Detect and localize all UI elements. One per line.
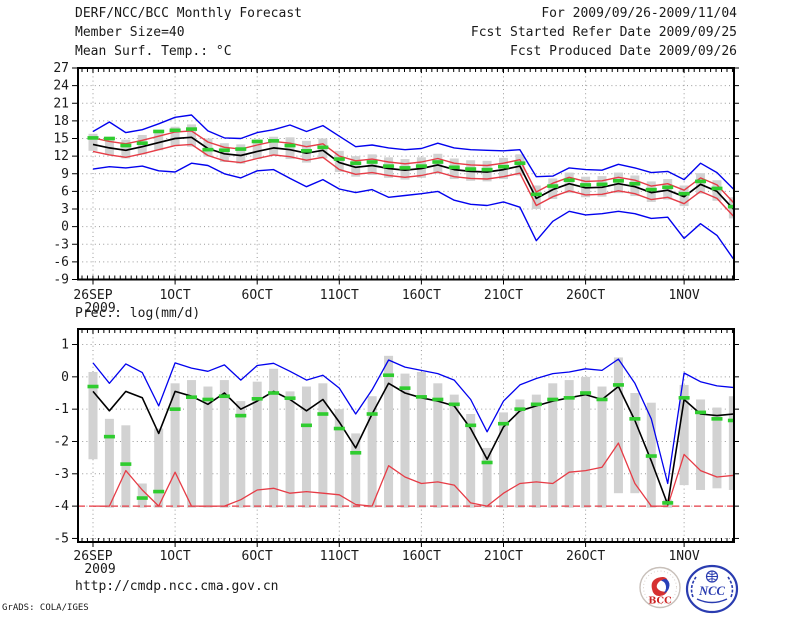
x-tick-label: 1NOV <box>668 288 699 303</box>
ncc-logo-globe-grid <box>706 571 718 582</box>
x-tick-label: 1NOV <box>668 549 699 564</box>
bcc-logo-text: BCC <box>648 596 672 607</box>
x-tick-label: 11OCT <box>320 288 359 303</box>
y-tick-label: -5 <box>53 531 69 546</box>
ensemble-min-blue <box>92 162 733 260</box>
y-tick-label: 24 <box>53 79 69 94</box>
axis-ticks <box>72 67 739 285</box>
ncc-logo: NCC <box>685 564 739 614</box>
ncc-logo-banner <box>696 598 728 604</box>
lower-quartile-red <box>92 143 733 217</box>
y-tick-label: 6 <box>61 184 69 199</box>
source-url: http://cmdp.ncc.cma.gov.cn <box>75 579 279 594</box>
y-tick-label: 18 <box>53 114 69 129</box>
y-tick-label: -3 <box>53 467 69 482</box>
ensemble-mean-black <box>92 136 733 210</box>
ncc-logo-laurel-right <box>727 576 734 598</box>
x-tick-label: 1OCT <box>159 549 190 564</box>
y-tick-label: 1 <box>61 338 69 353</box>
forecast-valid-range: For 2009/09/26-2009/11/04 <box>541 6 737 21</box>
x-tick-label: 26SEP <box>73 288 112 303</box>
ensemble-max-blue <box>92 358 733 485</box>
grads-credit: GrADS: COLA/IGES <box>2 603 89 613</box>
x-tick-label: 21OCT <box>484 288 523 303</box>
x-tick-label: 6OCT <box>242 288 273 303</box>
median-green-tick <box>87 373 733 505</box>
ncc-logo-text: NCC <box>698 584 725 598</box>
ensemble-min-red <box>93 442 733 507</box>
y-tick-label: -9 <box>53 273 69 288</box>
x-tick-sublabel: 2009 <box>84 301 115 316</box>
x-tick-label: 16OCT <box>402 549 441 564</box>
y-tick-label: 3 <box>61 202 69 217</box>
bcc-logo-microtext <box>643 570 677 605</box>
plot-area <box>87 114 733 260</box>
x-tick-label: 26OCT <box>566 549 605 564</box>
y-tick-label: 21 <box>53 96 69 111</box>
upper-quartile-red <box>92 130 733 203</box>
prec-chart-title: Prec.: log(mm/d) <box>75 306 201 321</box>
axis-ticks <box>72 329 739 547</box>
x-tick-label: 21OCT <box>484 549 523 564</box>
member-size-label: Member Size=40 <box>75 25 185 40</box>
produced-date-label: Fcst Produced Date 2009/09/26 <box>510 44 737 59</box>
bcc-logo: BCC <box>639 566 681 609</box>
median-green-tick <box>87 127 733 209</box>
ensemble-mean-black <box>92 382 733 506</box>
y-tick-label: 27 <box>53 61 69 76</box>
bcc-logo-ring <box>639 566 681 609</box>
ncc-logo-laurel-left <box>690 576 697 598</box>
y-tick-label: 12 <box>53 149 69 164</box>
y-tick-label: 0 <box>61 370 69 385</box>
y-tick-label: -3 <box>53 237 69 252</box>
y-tick-label: -2 <box>53 434 69 449</box>
y-tick-label: -4 <box>53 499 69 514</box>
page-title: DERF/NCC/BCC Monthly Forecast <box>75 6 302 21</box>
y-tick-label: 9 <box>61 167 69 182</box>
ensemble-max-blue <box>92 114 733 190</box>
ensemble-spread-bar <box>88 355 733 508</box>
x-tick-label: 16OCT <box>402 288 441 303</box>
bcc-logo-blue-swirl <box>661 578 670 594</box>
x-tick-label: 26OCT <box>566 288 605 303</box>
x-tick-label: 6OCT <box>242 549 273 564</box>
plot-frame <box>77 328 735 543</box>
plot-area <box>79 355 733 508</box>
bcc-logo-red-swirl <box>651 577 668 597</box>
refer-date-label: Fcst Started Refer Date 2009/09/25 <box>470 25 737 40</box>
x-tick-label: 11OCT <box>320 549 359 564</box>
x-tick-sublabel: 2009 <box>84 562 115 577</box>
y-tick-label: 15 <box>53 132 69 147</box>
y-tick-label: 0 <box>61 220 69 235</box>
y-tick-label: -1 <box>53 402 69 417</box>
y-tick-label: -6 <box>53 255 69 270</box>
x-tick-label: 1OCT <box>159 288 190 303</box>
x-tick-label: 26SEP <box>73 549 112 564</box>
temp-chart-title: Mean Surf. Temp.: °C <box>75 44 232 59</box>
